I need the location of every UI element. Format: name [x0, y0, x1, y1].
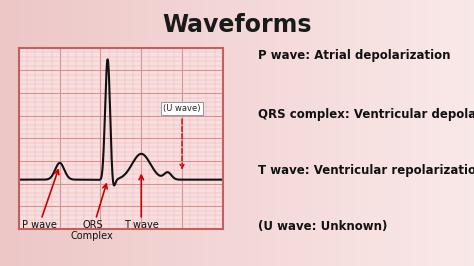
- Text: QRS complex: Ventricular depolarization: QRS complex: Ventricular depolarization: [258, 108, 474, 121]
- Text: T wave: T wave: [124, 175, 159, 230]
- Text: P wave: Atrial depolarization: P wave: Atrial depolarization: [258, 49, 451, 62]
- Text: Waveforms: Waveforms: [162, 13, 312, 37]
- Text: T wave: Ventricular repolarization: T wave: Ventricular repolarization: [258, 164, 474, 177]
- Text: (U wave: Unknown): (U wave: Unknown): [258, 220, 388, 232]
- Text: QRS
Complex: QRS Complex: [71, 184, 114, 241]
- Text: (U wave): (U wave): [163, 104, 201, 113]
- Text: P wave: P wave: [22, 170, 59, 230]
